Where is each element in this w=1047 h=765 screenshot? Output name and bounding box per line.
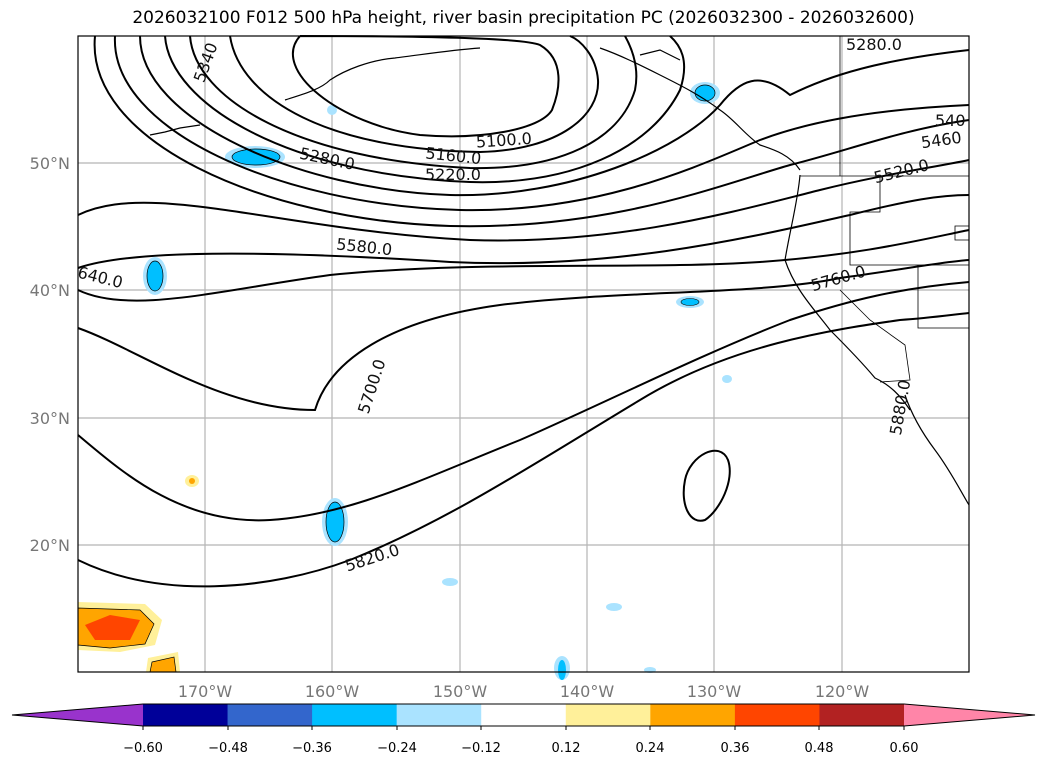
colorbar-segment [227, 704, 313, 726]
lon-axis: 170°W 160°W 150°W 140°W 130°W 120°W [178, 682, 870, 701]
political-borders [800, 36, 970, 383]
colorbar-extend-high [904, 704, 1035, 726]
contour-label: 5220.0 [425, 165, 481, 184]
height-contours [77, 35, 970, 588]
lon-label: 130°W [687, 682, 742, 701]
graticule [78, 36, 969, 672]
colorbar [11, 703, 1036, 730]
contour-label: 540 [935, 111, 966, 130]
contour-label: 5280.0 [846, 35, 902, 54]
colorbar-tick-label: −0.12 [461, 741, 501, 756]
colorbar-tick-label: −0.60 [123, 741, 163, 756]
colorbar-tick-label: −0.24 [377, 741, 417, 756]
lat-label: 50°N [30, 154, 70, 173]
map-title: 2026032100 F012 500 hPa height, river ba… [132, 8, 915, 28]
colorbar-segment [734, 704, 820, 726]
colorbar-segment [650, 704, 736, 726]
colorbar-segment [312, 704, 398, 726]
colorbar-tick-label: 0.24 [636, 741, 665, 756]
lat-label: 20°N [30, 536, 70, 555]
map-area: 5340 5280.0 5160.0 5220.0 5100.0 5280.0 … [76, 35, 970, 680]
lon-label: 140°W [560, 682, 615, 701]
lat-label: 40°N [30, 281, 70, 300]
colorbar-segment [143, 704, 229, 726]
lon-label: 170°W [178, 682, 233, 701]
colorbar-tick-label: −0.48 [208, 741, 248, 756]
colorbar-tick-label: 0.60 [890, 741, 919, 756]
colorbar-segment [396, 704, 482, 726]
colorbar-tick-label: 0.48 [805, 741, 834, 756]
colorbar-segment [481, 704, 567, 726]
lon-label: 160°W [305, 682, 360, 701]
contour-label: 5100.0 [475, 129, 532, 152]
colorbar-labels: −0.60 −0.48 −0.36 −0.24 −0.12 0.12 0.24 … [123, 741, 918, 756]
map-frame [77, 35, 970, 673]
lon-label: 120°W [815, 682, 870, 701]
lat-label: 30°N [30, 409, 70, 428]
colorbar-segment [565, 704, 651, 726]
colorbar-extend-low [12, 704, 143, 726]
colorbar-tick-label: 0.12 [552, 741, 581, 756]
colorbar-segment [819, 704, 905, 726]
lat-axis: 50°N 40°N 30°N 20°N [30, 154, 70, 555]
coastlines [149, 47, 970, 506]
lon-label: 150°W [433, 682, 488, 701]
precip-shading [77, 82, 732, 680]
colorbar-tick-label: −0.36 [292, 741, 332, 756]
colorbar-tick-label: 0.36 [721, 741, 750, 756]
